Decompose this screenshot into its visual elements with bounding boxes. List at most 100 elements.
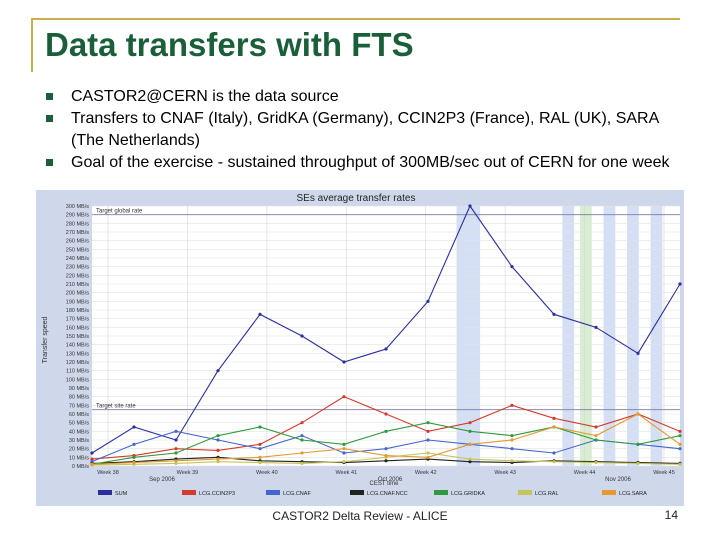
y-tick-label: 290 MB/s	[66, 213, 89, 219]
x-axis-ticks: Week 38 Week 39 Week 40 Week 41 Week 42 Week …	[97, 470, 675, 483]
series-point	[258, 312, 262, 316]
series-point	[258, 447, 262, 451]
series-point	[384, 412, 388, 416]
series-point	[216, 460, 220, 464]
reference-line-label: Target global rate	[96, 209, 143, 215]
chart-title: SEs average transfer rates	[297, 193, 416, 204]
series-point	[636, 412, 640, 416]
series-point	[342, 460, 346, 464]
y-tick-label: 60 MB/s	[69, 412, 89, 418]
series-point	[636, 351, 640, 355]
series-point	[384, 447, 388, 451]
series-point	[300, 461, 304, 465]
series-point	[132, 455, 136, 459]
x-tick-label: Week 38	[97, 470, 119, 476]
series-point	[510, 265, 514, 269]
bullet-list: CASTOR2@CERN is the data source Transfer…	[46, 86, 686, 174]
series-point	[468, 460, 472, 464]
y-tick-label: 110 MB/s	[66, 369, 89, 375]
y-tick-label: 10 MB/s	[69, 455, 89, 461]
series-point	[300, 438, 304, 442]
series-point	[174, 451, 178, 455]
series-point	[678, 434, 682, 438]
series-point	[384, 429, 388, 433]
bullet-text: Goal of the exercise - sustained through…	[71, 154, 670, 171]
y-tick-label: 130 MB/s	[66, 351, 89, 357]
series-point	[90, 462, 94, 466]
x-axis-label: CEST time	[370, 481, 400, 487]
legend-swatch	[98, 490, 112, 495]
bullet-item: Transfers to CNAF (Italy), GridKA (Germa…	[46, 108, 686, 152]
series-point	[258, 455, 262, 459]
series-point	[468, 457, 472, 461]
legend-swatch	[266, 490, 280, 495]
y-axis-ticks: 0 MB/s 10 MB/s 20 MB/s 30 MB/s 40 MB/s 50 MB/…	[66, 204, 89, 470]
series-point	[594, 434, 598, 438]
series-point	[174, 447, 178, 451]
series-point	[678, 447, 682, 451]
legend-label: SUM	[115, 491, 128, 497]
series-point	[342, 451, 346, 455]
month-label: Sep 2006	[149, 477, 175, 483]
series-point	[552, 416, 556, 420]
series-point	[216, 448, 220, 452]
y-tick-label: 210 MB/s	[66, 282, 89, 288]
series-point	[594, 438, 598, 442]
y-tick-label: 20 MB/s	[69, 447, 89, 453]
y-tick-label: 50 MB/s	[69, 421, 89, 427]
legend-swatch	[518, 490, 532, 495]
series-point	[384, 347, 388, 351]
series-layer	[90, 204, 682, 467]
series-point	[678, 442, 682, 446]
y-tick-label: 200 MB/s	[66, 291, 89, 297]
y-tick-label: 0 MB/s	[72, 464, 89, 470]
series-point	[678, 282, 682, 286]
bullet-item: CASTOR2@CERN is the data source	[46, 86, 686, 108]
legend-label: LCG.CNAF.NCC	[367, 491, 408, 497]
chart-legend: SUM LCG.CCIN2P3 LCG.CNAF LCG.CNAF.NCC LCG.GR…	[98, 490, 647, 497]
series-point	[384, 459, 388, 463]
series-point	[510, 459, 514, 463]
series-point	[300, 434, 304, 438]
y-tick-label: 150 MB/s	[66, 334, 89, 340]
series-point	[258, 425, 262, 429]
series-point	[426, 429, 430, 433]
y-tick-label: 80 MB/s	[69, 395, 89, 401]
series-point	[468, 204, 472, 208]
bullet-text: Transfers to CNAF (Italy), GridKA (Germa…	[71, 110, 659, 149]
series-point	[426, 438, 430, 442]
y-axis-label: Transfer speed	[42, 316, 49, 363]
y-tick-label: 250 MB/s	[66, 247, 89, 253]
series-point	[636, 461, 640, 465]
series-point	[90, 457, 94, 461]
series-point	[468, 429, 472, 433]
legend-swatch	[182, 490, 196, 495]
series-point	[678, 462, 682, 466]
y-tick-label: 140 MB/s	[66, 343, 89, 349]
reference-lines: Target global rate Target site rate	[92, 209, 680, 411]
series-point	[552, 460, 556, 464]
series-point	[384, 454, 388, 458]
series-point	[174, 429, 178, 433]
series-point	[594, 325, 598, 329]
series-point	[342, 447, 346, 451]
x-tick-label: Week 40	[256, 470, 278, 476]
series-point	[216, 369, 220, 373]
series-point	[300, 451, 304, 455]
series-point	[216, 457, 220, 461]
transfer-rate-chart: Target global rate Target site rate 0 MB/…	[36, 190, 684, 506]
x-tick-label: Week 44	[574, 470, 596, 476]
series-point	[426, 421, 430, 425]
month-label: Nov 2006	[605, 477, 631, 483]
x-tick-label: Week 43	[494, 470, 516, 476]
series-point	[468, 442, 472, 446]
x-tick-label: Week 45	[653, 470, 675, 476]
y-tick-label: 240 MB/s	[66, 256, 89, 262]
y-tick-label: 90 MB/s	[69, 386, 89, 392]
y-tick-label: 70 MB/s	[69, 403, 89, 409]
series-point	[90, 451, 94, 455]
series-point	[468, 421, 472, 425]
series-point	[636, 442, 640, 446]
series-point	[552, 451, 556, 455]
y-tick-label: 300 MB/s	[66, 204, 89, 210]
